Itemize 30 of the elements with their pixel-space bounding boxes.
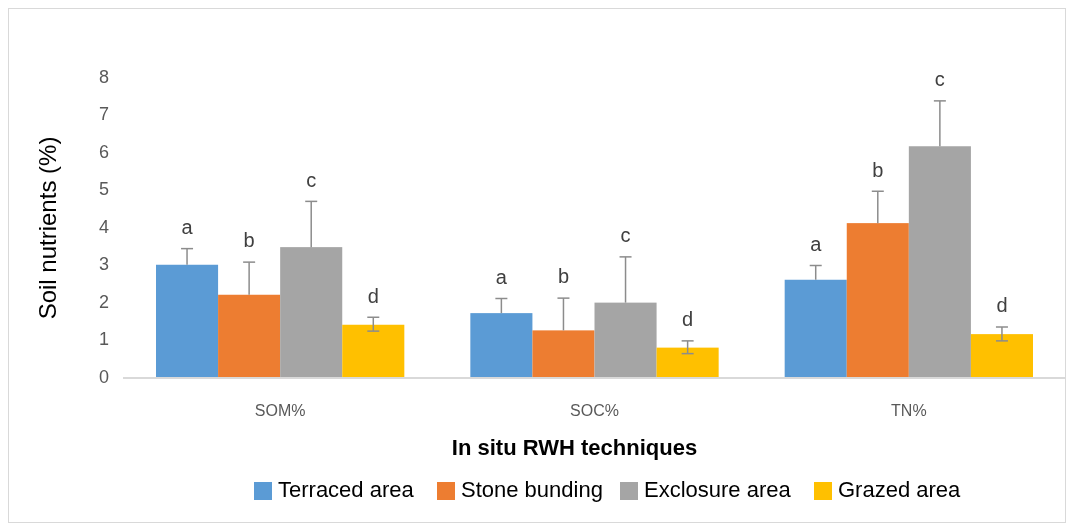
y-tick-label: 8 [98,66,109,87]
annotation: b [557,265,570,288]
legend-label: Stone bunding [461,476,603,502]
y-tick-label: 5 [98,179,109,200]
annotation: b [872,158,884,181]
legend-label: Grazed area [838,476,962,502]
annotation: d [996,294,1008,317]
y-tick-label: 3 [98,254,109,275]
legend-label: Exclosure area [644,476,792,502]
y-tick-label: 6 [98,141,109,162]
annotation: c [620,224,631,247]
annotation: b [243,229,255,252]
annotation: a [181,215,194,238]
y-tick-label: 2 [98,291,109,312]
annotation: a [495,265,508,288]
annotation: a [810,232,823,255]
annotation: d [367,284,379,307]
annotation: c [934,68,945,91]
y-tick-label: 4 [98,216,109,237]
y-axis-title: Soil nutrients (%) [34,136,62,320]
x-axis-title: In situ RWH techniques [451,435,698,460]
annotation: c [306,168,317,191]
y-tick-label: 1 [98,329,109,350]
x-tick-label: TN% [891,402,927,419]
x-tick-label: SOM% [254,402,306,419]
y-tick-label: 7 [98,104,109,125]
annotation: d [682,308,694,331]
y-tick-label: 0 [98,366,109,387]
x-tick-label: SOC% [570,402,619,419]
legend-label: Terraced area [278,476,415,502]
